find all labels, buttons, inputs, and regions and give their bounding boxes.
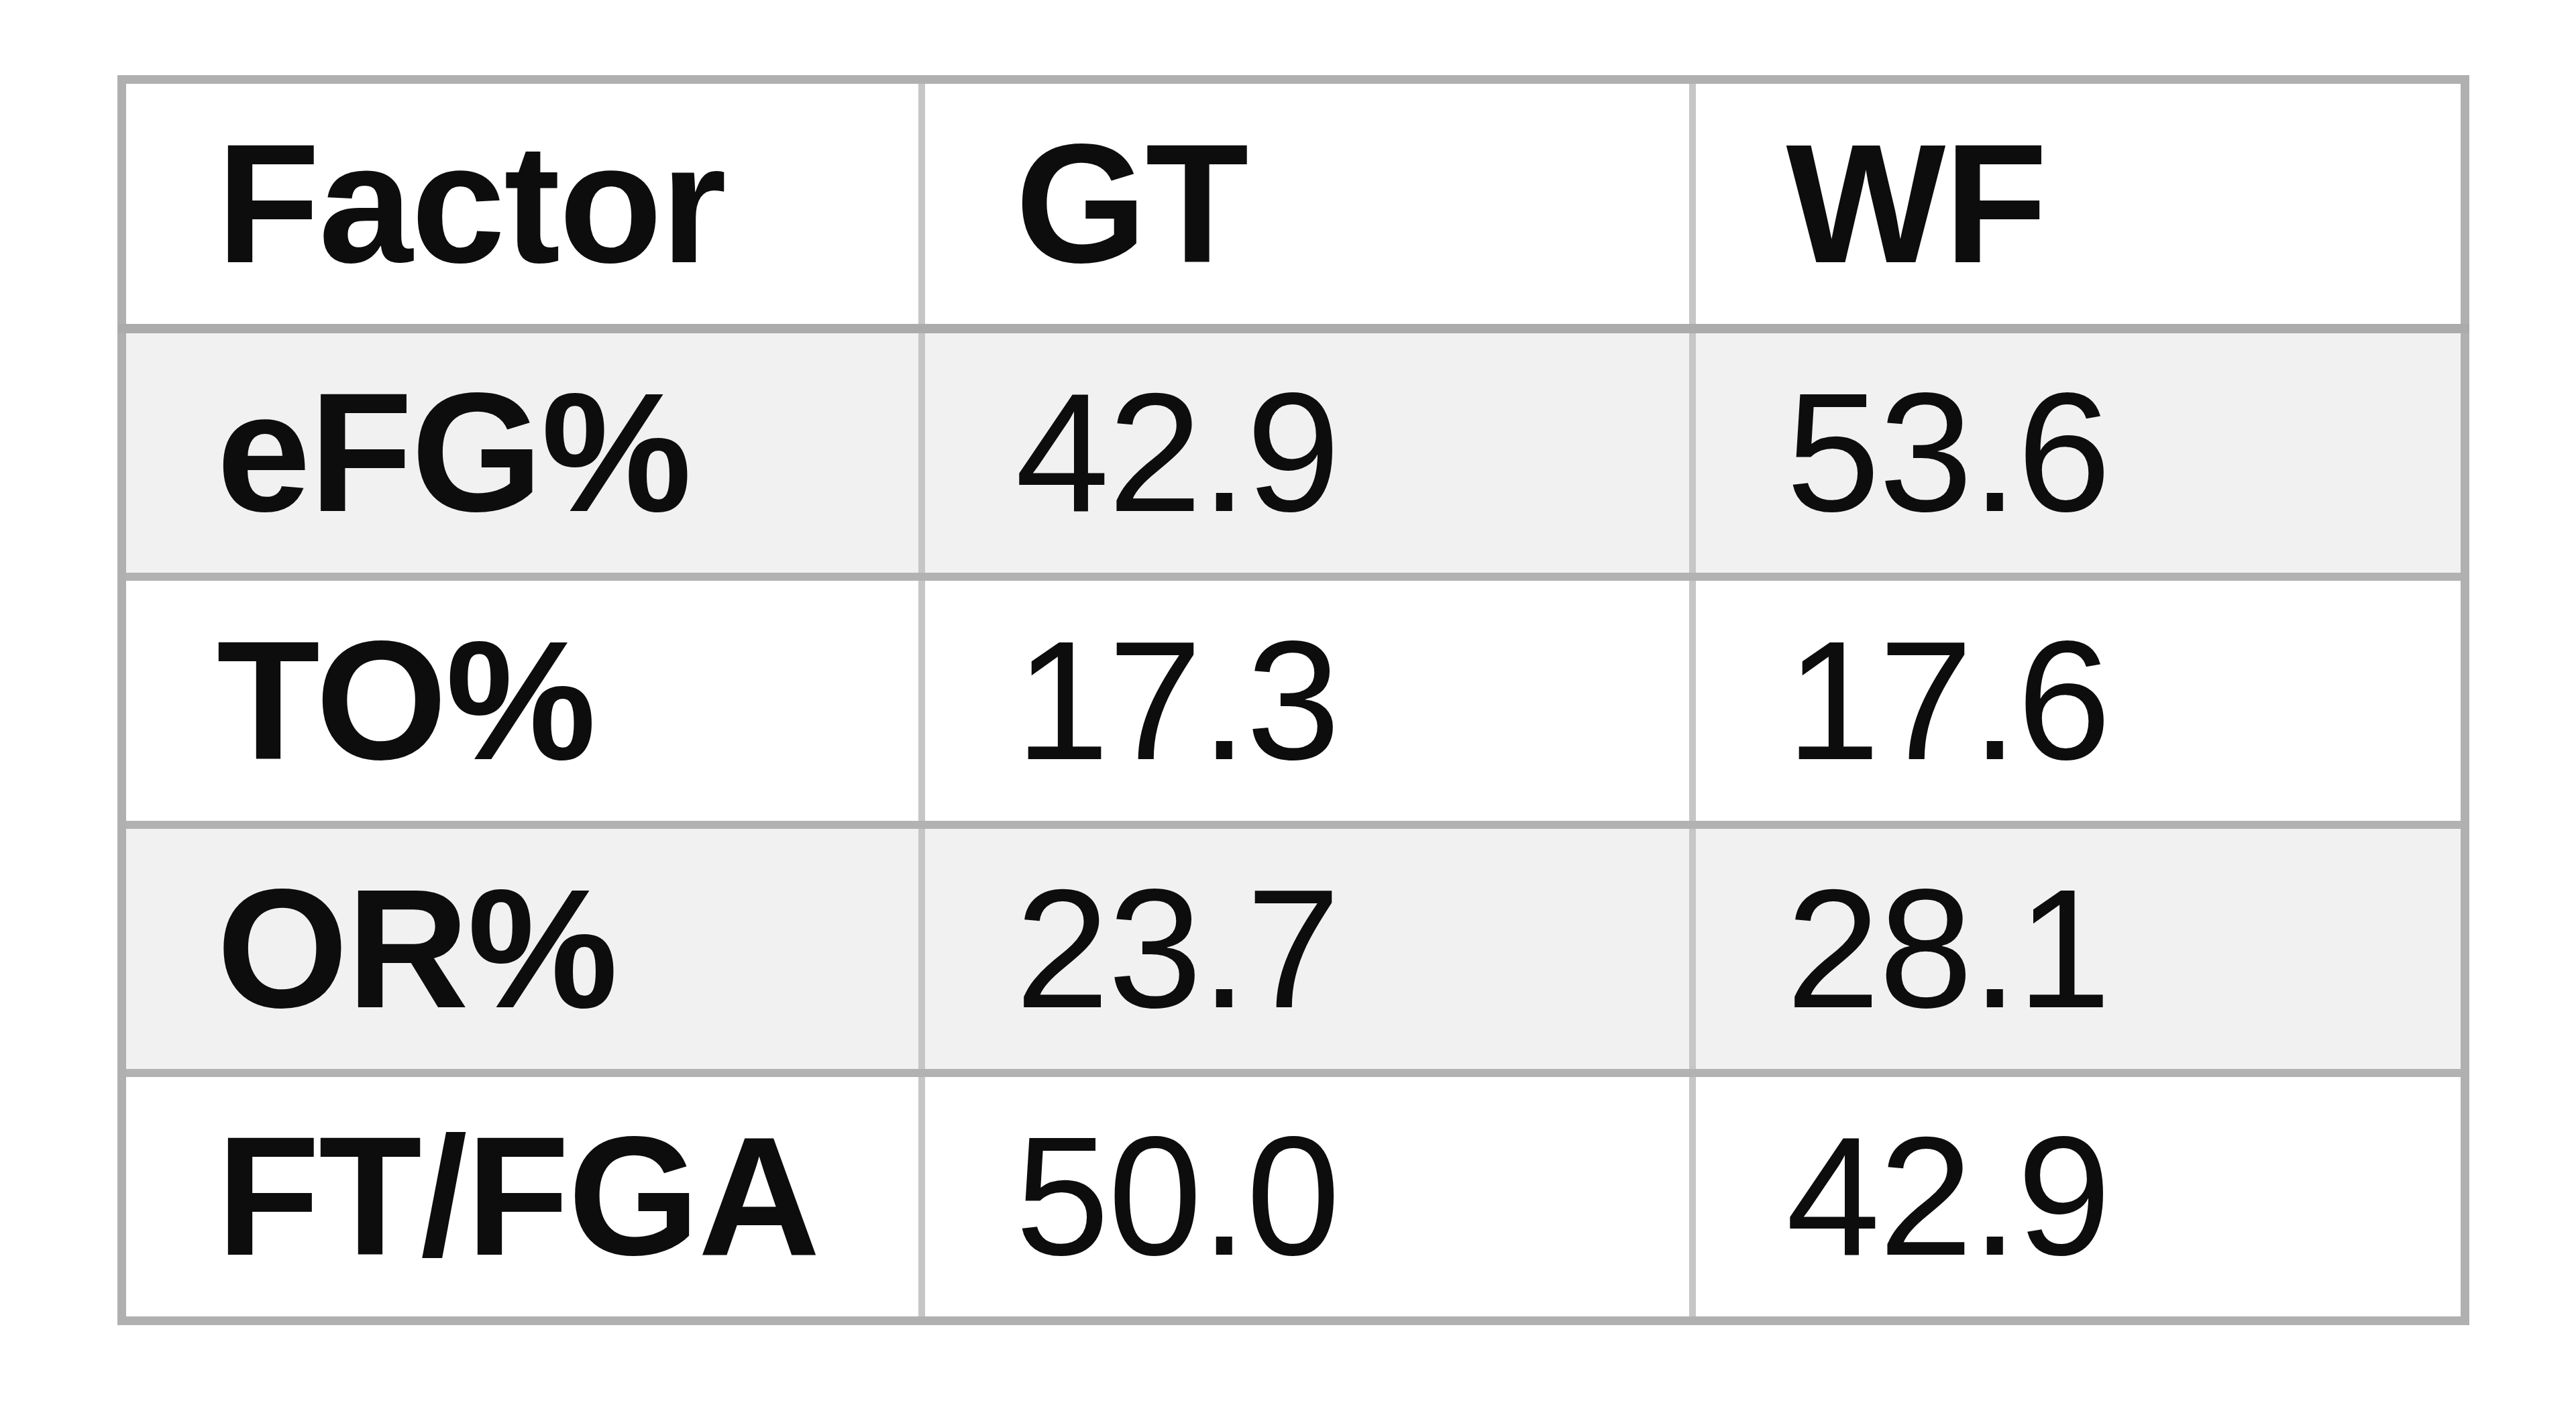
column-header-gt: GT (922, 80, 1693, 329)
table-header-row: Factor GT WF (122, 80, 2465, 329)
page: { "table": { "columns": ["Factor", "GT",… (0, 0, 2576, 1417)
table-row-or: OR% 23.7 28.1 (122, 825, 2465, 1073)
row-label-to: TO% (122, 577, 922, 825)
table-row-ftfga: FT/FGA 50.0 42.9 (122, 1073, 2465, 1321)
cell-to-gt: 17.3 (922, 577, 1693, 825)
cell-efg-wf: 53.6 (1693, 329, 2465, 577)
cell-ftfga-wf: 42.9 (1693, 1073, 2465, 1321)
cell-or-wf: 28.1 (1693, 825, 2465, 1073)
cell-efg-gt: 42.9 (922, 329, 1693, 577)
cell-ftfga-gt: 50.0 (922, 1073, 1693, 1321)
column-header-factor: Factor (122, 80, 922, 329)
table-row-efg: eFG% 42.9 53.6 (122, 329, 2465, 577)
four-factors-table: Factor GT WF eFG% 42.9 53.6 TO% 17.3 17.… (117, 75, 2469, 1325)
cell-to-wf: 17.6 (1693, 577, 2465, 825)
row-label-or: OR% (122, 825, 922, 1073)
row-label-efg: eFG% (122, 329, 922, 577)
column-header-wf: WF (1693, 80, 2465, 329)
row-label-ftfga: FT/FGA (122, 1073, 922, 1321)
four-factors-table-container: Factor GT WF eFG% 42.9 53.6 TO% 17.3 17.… (117, 75, 2469, 1325)
cell-or-gt: 23.7 (922, 825, 1693, 1073)
table-row-to: TO% 17.3 17.6 (122, 577, 2465, 825)
